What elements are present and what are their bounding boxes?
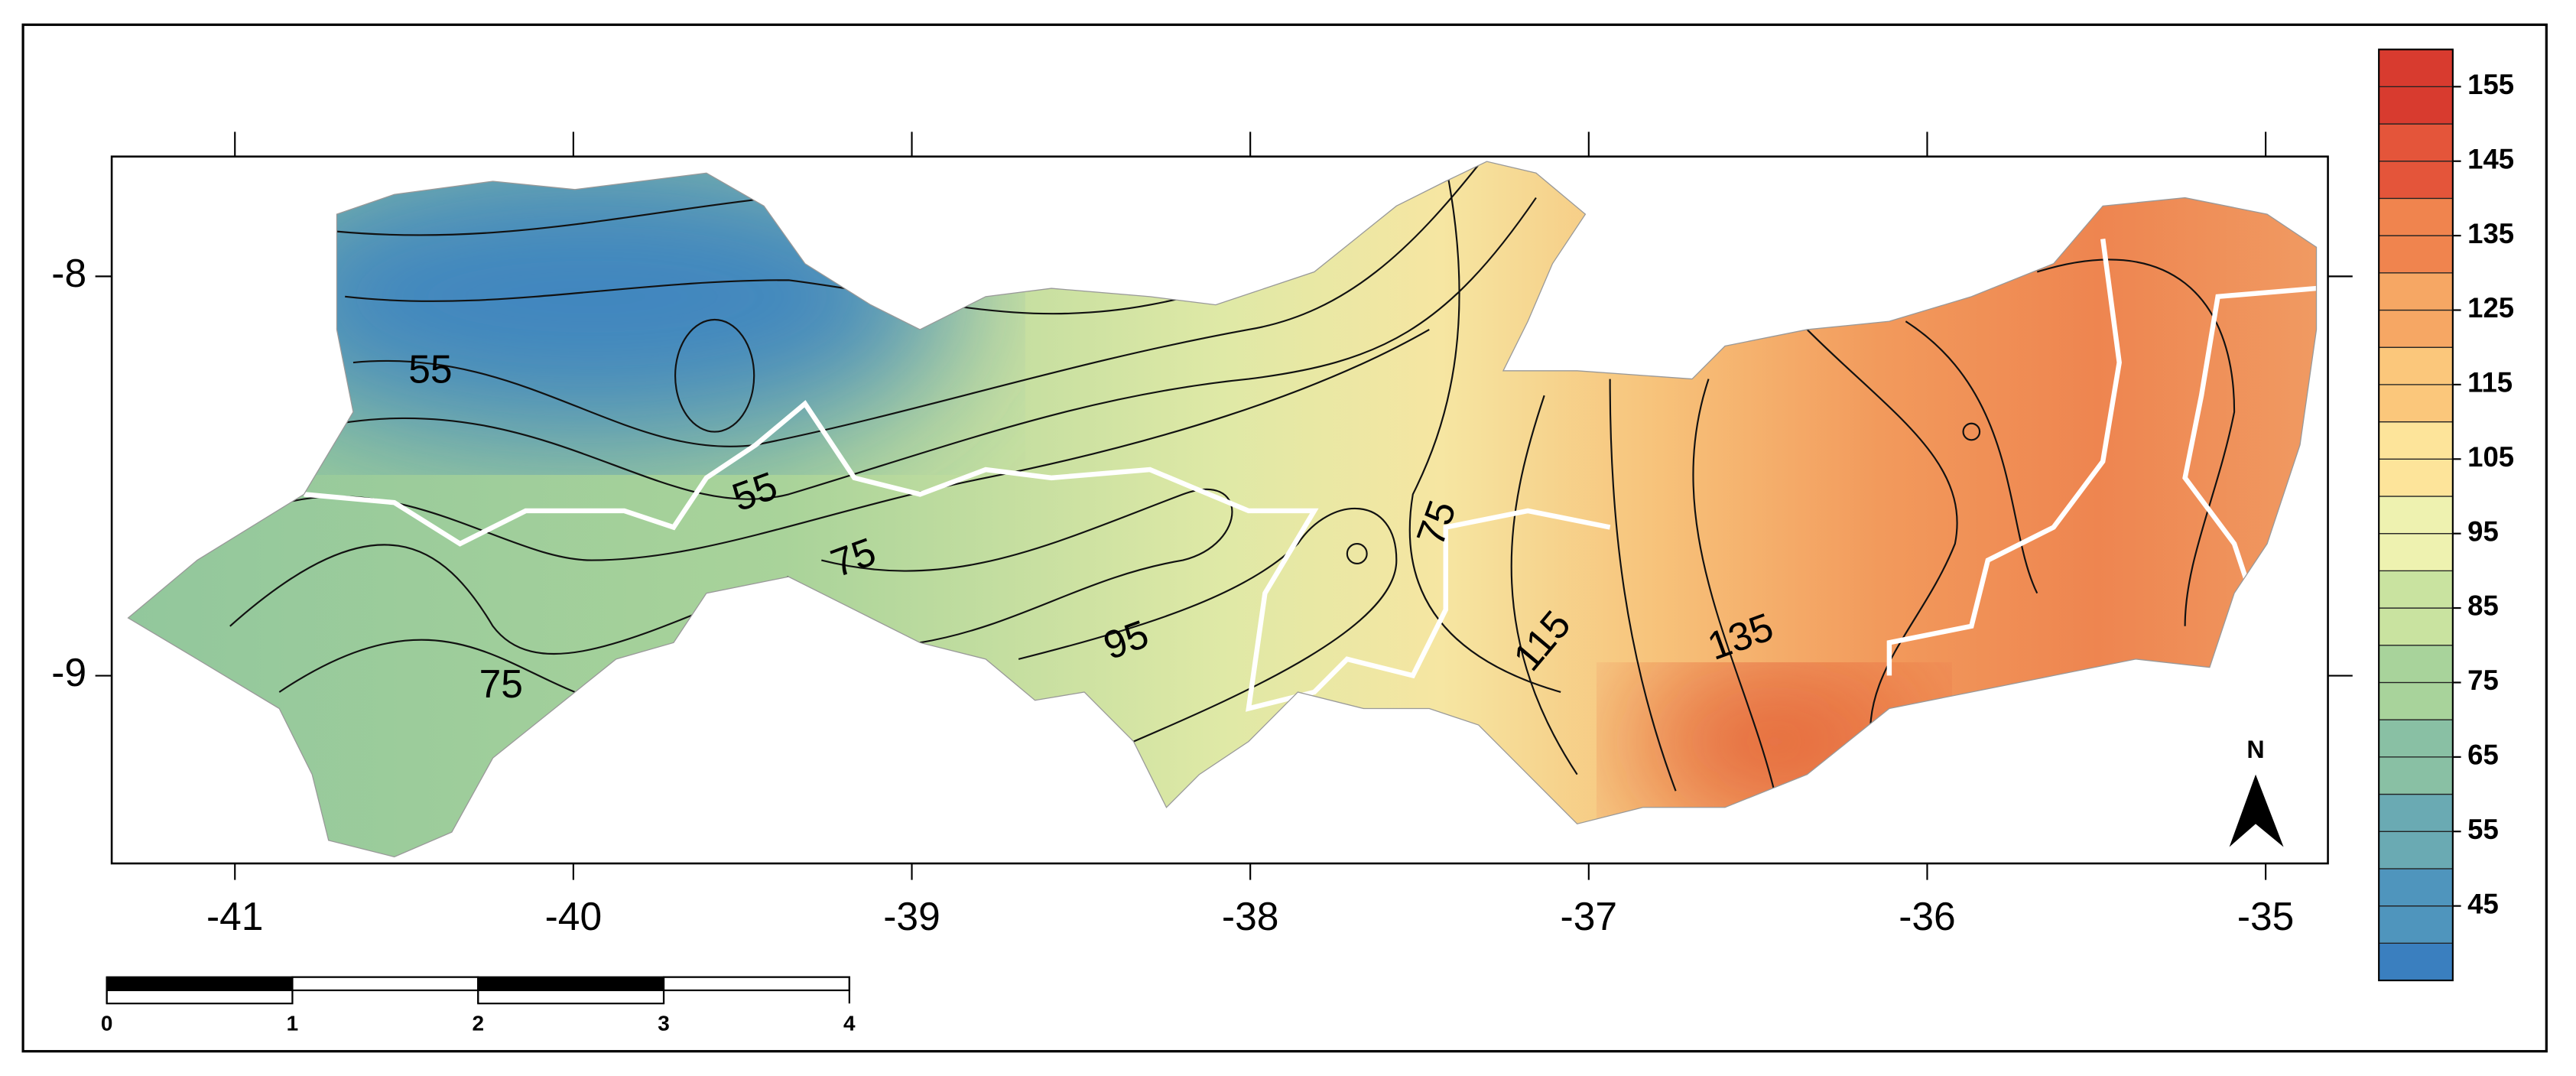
scale-segment (291, 976, 479, 992)
legend-band (2378, 719, 2454, 758)
legend-frame (2378, 48, 2454, 982)
legend-label: 55 (2467, 814, 2499, 845)
legend-label: 125 (2467, 292, 2514, 323)
legend-band (2378, 533, 2454, 572)
legend-band (2378, 384, 2454, 423)
legend-band (2378, 793, 2454, 832)
legend-band (2378, 161, 2454, 200)
low-zone (229, 161, 953, 445)
north-label: N (2246, 736, 2264, 763)
x-tick-label: -37 (1561, 894, 1618, 938)
legend-label: 45 (2467, 888, 2499, 919)
scale-label: 4 (843, 1012, 856, 1035)
legend-band (2378, 831, 2454, 870)
north-arrow-shape (2229, 774, 2284, 847)
scale-label: 0 (101, 1012, 113, 1035)
legend-band (2378, 86, 2454, 125)
legend-label: 145 (2467, 143, 2514, 174)
legend-label: 85 (2467, 590, 2499, 622)
region-borders (304, 239, 2317, 712)
legend-band (2378, 346, 2454, 385)
scale-label: 3 (658, 1012, 670, 1035)
scale-segment (477, 989, 665, 1005)
x-tick-label: -38 (1222, 894, 1279, 938)
legend-band (2378, 235, 2454, 274)
legend-label: 75 (2467, 665, 2499, 696)
scale-segment (106, 989, 294, 1005)
legend-band (2378, 942, 2454, 981)
y-tick-label: -8 (51, 251, 86, 295)
scale-label: 2 (472, 1012, 484, 1035)
legend-band (2378, 681, 2454, 720)
y-tick-label: -9 (51, 650, 86, 694)
legend-band (2378, 272, 2454, 311)
legend-band (2378, 123, 2454, 162)
north-arrow: N (2229, 736, 2284, 847)
legend-band (2378, 868, 2454, 907)
x-tick-label: -41 (206, 894, 264, 938)
legend-band (2378, 496, 2454, 535)
legend-band (2378, 421, 2454, 460)
legend-band (2378, 645, 2454, 684)
legend-band (2378, 905, 2454, 944)
legend-band (2378, 756, 2454, 795)
legend-label: 155 (2467, 69, 2514, 100)
x-tick-label: -35 (2237, 894, 2295, 938)
x-tick-label: -40 (545, 894, 603, 938)
legend-band (2378, 607, 2454, 646)
legend-label: 105 (2467, 441, 2514, 473)
legend-label: 95 (2467, 515, 2499, 547)
legend-band (2378, 570, 2454, 609)
outer-border (21, 23, 2548, 1053)
contour-label: 55 (408, 347, 452, 392)
legend-label: 115 (2467, 367, 2513, 398)
legend-band (2378, 48, 2454, 87)
legend-band (2378, 197, 2454, 236)
legend-band (2378, 458, 2454, 497)
legend-label: 65 (2467, 739, 2499, 770)
scale-segment (477, 976, 665, 992)
legend-label: 135 (2467, 218, 2514, 249)
legend-band (2378, 309, 2454, 348)
scale-label: 1 (287, 1012, 299, 1035)
contour-label: 75 (479, 662, 523, 706)
scale-segment (106, 976, 294, 992)
x-tick-label: -39 (883, 894, 940, 938)
x-tick-label: -36 (1899, 894, 1956, 938)
scale-segment (662, 976, 850, 992)
